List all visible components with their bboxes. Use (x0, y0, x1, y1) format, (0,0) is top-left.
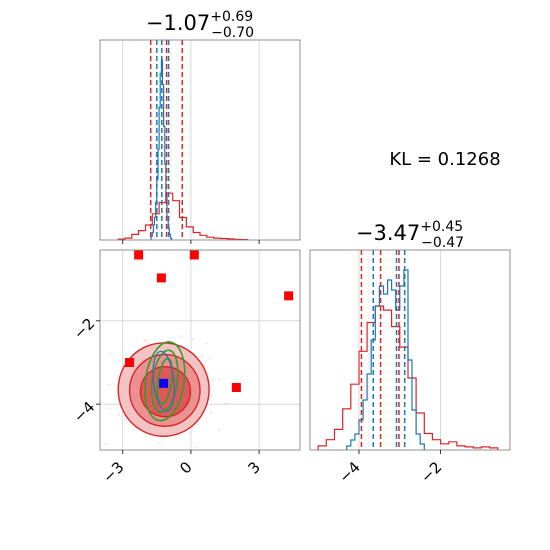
joint-x-tick-label: 0 (176, 458, 195, 477)
joint-red-marker (189, 250, 199, 260)
joint-y-tick-label: −2 (70, 314, 98, 342)
joint-sample-point (125, 354, 128, 357)
joint-x-tick-label: −3 (99, 458, 127, 486)
joint-sample-point (209, 357, 212, 360)
joint-sample-point (205, 342, 208, 345)
joint-red-marker (156, 273, 166, 283)
joint-sample-point (224, 402, 227, 405)
joint-sample-point (108, 353, 111, 355)
joint-sample-point (105, 443, 108, 446)
joint-panel-frame (99, 249, 301, 451)
param1-title: −1.07+0.69 −0.70 (146, 9, 254, 41)
marginal-panel-param2-frame (309, 249, 511, 451)
param2-title: −3.47+0.45 −0.47 (356, 219, 464, 251)
joint-sample-point (100, 401, 102, 404)
joint-sample-point (145, 339, 148, 342)
marginal-panel-param1-frame (99, 39, 301, 241)
joint-sample-point (218, 429, 220, 432)
joint-sample-point (211, 378, 214, 381)
joint-sample-point (167, 452, 169, 454)
joint-red-marker (134, 250, 144, 260)
param2-tick-label: −4 (335, 458, 363, 486)
joint-panel: −3 0 3 −4 −2 (70, 249, 301, 486)
joint-sample-point (210, 412, 213, 414)
joint-x-tick-label: 3 (244, 458, 263, 477)
joint-y-tick-label: −4 (70, 398, 98, 426)
param2-tick-label: −2 (417, 458, 445, 486)
joint-sample-point (196, 446, 198, 449)
joint-sample-point (200, 355, 203, 358)
marginal-panel-param1: −1.07+0.69 −0.70 (99, 9, 301, 244)
joint-sample-point (218, 377, 221, 380)
joint-blue-marker (159, 378, 169, 388)
marginal-panel-param2: −4 −2 −3.47+0.45 −0.47 (309, 219, 511, 486)
joint-sample-point (159, 442, 161, 444)
kl-divergence-label: KL = 0.1268 (389, 149, 500, 170)
param2-blue-histogram (346, 269, 425, 450)
joint-red-marker (125, 358, 135, 367)
joint-sample-point (118, 413, 121, 416)
joint-green-contour (144, 341, 186, 422)
joint-sample-point (196, 423, 199, 426)
joint-green-contour (150, 349, 179, 414)
joint-sample-point (180, 335, 182, 338)
joint-sample-point (143, 339, 145, 342)
joint-sample-point (203, 364, 206, 367)
joint-sample-point (210, 394, 213, 397)
joint-red-marker (284, 291, 294, 301)
joint-sample-point (107, 383, 110, 386)
joint-sample-point (192, 338, 194, 340)
joint-red-marker (231, 383, 241, 392)
joint-sample-point (108, 407, 111, 410)
joint-blue-contour (152, 350, 175, 412)
param2-red-histogram (317, 305, 499, 450)
